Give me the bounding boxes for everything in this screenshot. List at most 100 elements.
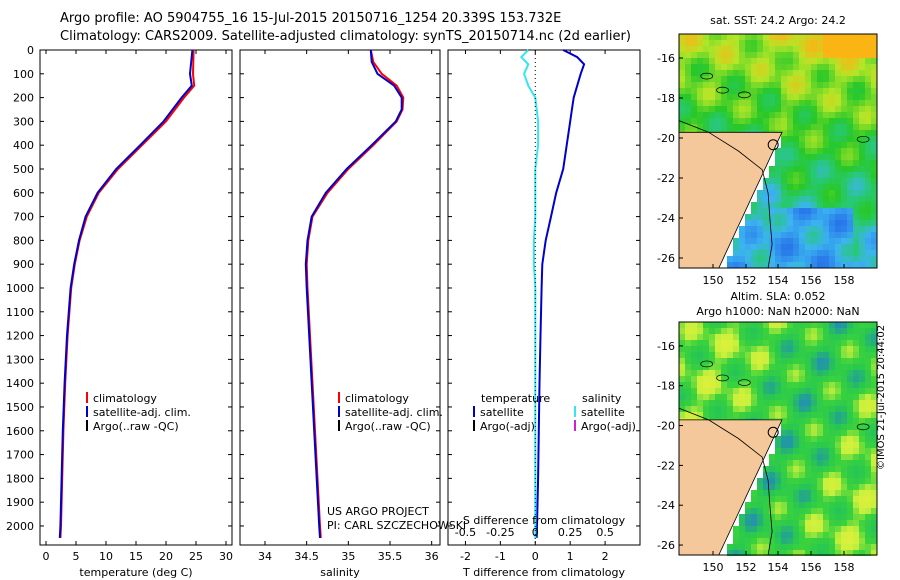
map-cell — [787, 520, 793, 526]
map-cell — [721, 346, 727, 352]
x-tick-label: 34.5 — [294, 550, 319, 563]
map-cell — [751, 520, 757, 526]
map-cell — [763, 238, 769, 244]
map-cell — [859, 112, 865, 118]
map-cell — [763, 34, 769, 40]
map-cell — [787, 184, 793, 190]
map-cell — [793, 340, 799, 346]
map-cell — [763, 100, 769, 106]
map-cell — [691, 106, 697, 112]
map-cell — [841, 88, 847, 94]
map-cell — [793, 118, 799, 124]
map-cell — [871, 466, 877, 472]
map-cell — [793, 376, 799, 382]
map-cell — [793, 544, 799, 550]
map-cell — [799, 412, 805, 418]
map-cell — [781, 172, 787, 178]
map-cell — [829, 262, 835, 268]
map-cell — [817, 424, 823, 430]
map-y-tick-label: -16 — [657, 340, 675, 353]
map-cell — [859, 328, 865, 334]
map-cell — [835, 388, 841, 394]
argo-position-marker — [767, 426, 779, 438]
map-cell — [847, 532, 853, 538]
x-tick-label: 10 — [99, 550, 113, 563]
map-cell — [811, 460, 817, 466]
map-cell — [865, 388, 871, 394]
map-cell — [709, 364, 715, 370]
map-cell — [823, 244, 829, 250]
x-axis-label: temperature (deg C) — [79, 566, 192, 579]
map-cell — [841, 436, 847, 442]
map-cell — [811, 550, 817, 556]
map-cell — [871, 88, 877, 94]
map-cell — [871, 472, 877, 478]
map-cell — [853, 76, 859, 82]
map-cell — [769, 220, 775, 226]
map-cell — [829, 376, 835, 382]
map-cell — [799, 484, 805, 490]
map-cell — [805, 148, 811, 154]
map-cell — [799, 340, 805, 346]
map-cell — [787, 178, 793, 184]
map-cell — [865, 370, 871, 376]
map-cell — [841, 226, 847, 232]
map-cell — [829, 238, 835, 244]
legend-s-satellite: satellite — [581, 406, 625, 419]
map-cell — [763, 196, 769, 202]
map-cell — [817, 550, 823, 556]
x-tick-label: 15 — [129, 550, 143, 563]
map-cell — [835, 412, 841, 418]
map-y-tick-label: -24 — [657, 212, 675, 225]
map-cell — [793, 430, 799, 436]
map-cell — [781, 412, 787, 418]
map-cell — [679, 40, 685, 46]
map-cell — [817, 394, 823, 400]
map-cell — [829, 100, 835, 106]
map-cell — [733, 100, 739, 106]
map-x-tick-label: 156 — [801, 274, 822, 287]
map-cell — [853, 346, 859, 352]
map-cell — [805, 112, 811, 118]
map-cell — [745, 82, 751, 88]
map-cell — [823, 256, 829, 262]
map-cell — [853, 472, 859, 478]
map-cell — [859, 526, 865, 532]
map-cell — [775, 244, 781, 250]
map-cell — [733, 358, 739, 364]
map-cell — [823, 394, 829, 400]
map-cell — [769, 124, 775, 130]
map-cell — [751, 76, 757, 82]
map-cell — [805, 508, 811, 514]
map-cell — [745, 328, 751, 334]
legend-argo: Argo(..raw -QC) — [93, 420, 179, 433]
map-cell — [817, 94, 823, 100]
map-cell — [739, 538, 745, 544]
map-cell — [727, 34, 733, 40]
map-cell — [829, 220, 835, 226]
map-cell — [793, 202, 799, 208]
map-cell — [823, 448, 829, 454]
map-cell — [835, 526, 841, 532]
map-cell — [847, 232, 853, 238]
map-cell — [805, 538, 811, 544]
map-cell — [805, 58, 811, 64]
map-cell — [817, 250, 823, 256]
map-cell — [847, 88, 853, 94]
map-cell — [691, 352, 697, 358]
map-cell — [727, 70, 733, 76]
map-cell — [817, 454, 823, 460]
x-tick-label: 2 — [602, 550, 609, 563]
map-cell — [871, 130, 877, 136]
map-cell — [823, 154, 829, 160]
map-cell — [823, 430, 829, 436]
map-cell — [853, 358, 859, 364]
map-cell — [739, 532, 745, 538]
map-cell — [817, 538, 823, 544]
map-cell — [847, 502, 853, 508]
map-cell — [793, 70, 799, 76]
map-cell — [799, 520, 805, 526]
map-cell — [865, 454, 871, 460]
map-cell — [775, 448, 781, 454]
map-cell — [853, 334, 859, 340]
